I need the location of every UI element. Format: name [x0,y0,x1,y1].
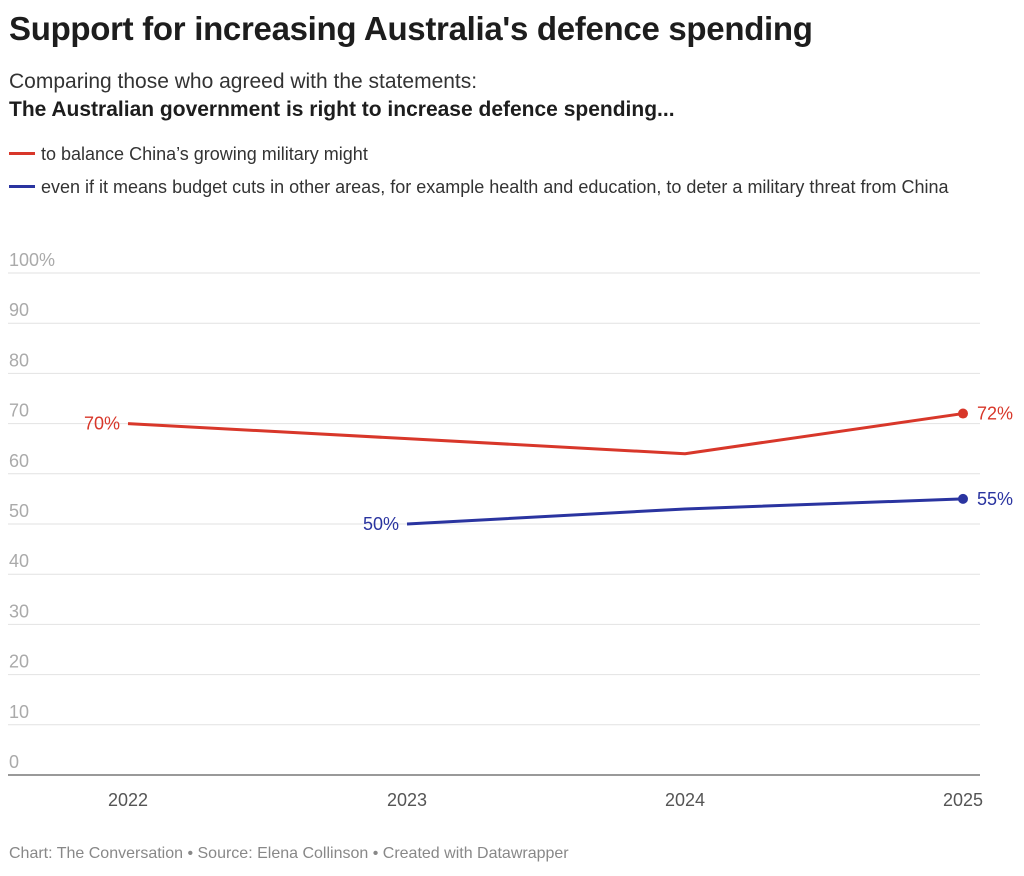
y-tick-label: 70 [9,401,29,421]
y-tick-label: 90 [9,300,29,320]
y-tick-label: 30 [9,601,29,621]
y-tick-label: 20 [9,652,29,672]
x-tick-label: 2023 [387,790,427,810]
y-tick-label: 40 [9,551,29,571]
legend-label: even if it means budget cuts in other ar… [41,177,949,197]
data-label: 72% [977,404,1013,424]
x-tick-label: 2024 [665,790,705,810]
series-line-1 [406,497,964,526]
legend-item-blue: even if it means budget cuts in other ar… [9,172,1009,203]
chart-subtitle-bold: The Australian government is right to in… [9,98,675,121]
data-label: 70% [84,414,120,434]
y-tick-label: 100% [9,250,55,270]
y-tick-label: 0 [9,752,19,772]
y-tick-label: 50 [9,501,29,521]
data-point [958,493,968,504]
y-tick-label: 60 [9,451,29,471]
legend-label: to balance China’s growing military migh… [41,144,368,164]
y-tick-label: 80 [9,350,29,370]
chart-title: Support for increasing Australia's defen… [9,10,813,47]
x-tick-label: 2025 [943,790,983,810]
series-line-0 [127,412,964,456]
y-tick-label: 10 [9,702,29,722]
legend-item-red: to balance China’s growing military migh… [9,139,1009,170]
legend-swatch-red [9,151,35,155]
data-point [958,408,968,419]
data-label: 55% [977,489,1013,509]
data-label: 50% [363,514,399,534]
chart-footer: Chart: The Conversation • Source: Elena … [9,845,569,862]
legend-swatch-blue [9,184,35,188]
x-tick-label: 2022 [108,790,148,810]
chart-subtitle: Comparing those who agreed with the stat… [9,70,478,93]
